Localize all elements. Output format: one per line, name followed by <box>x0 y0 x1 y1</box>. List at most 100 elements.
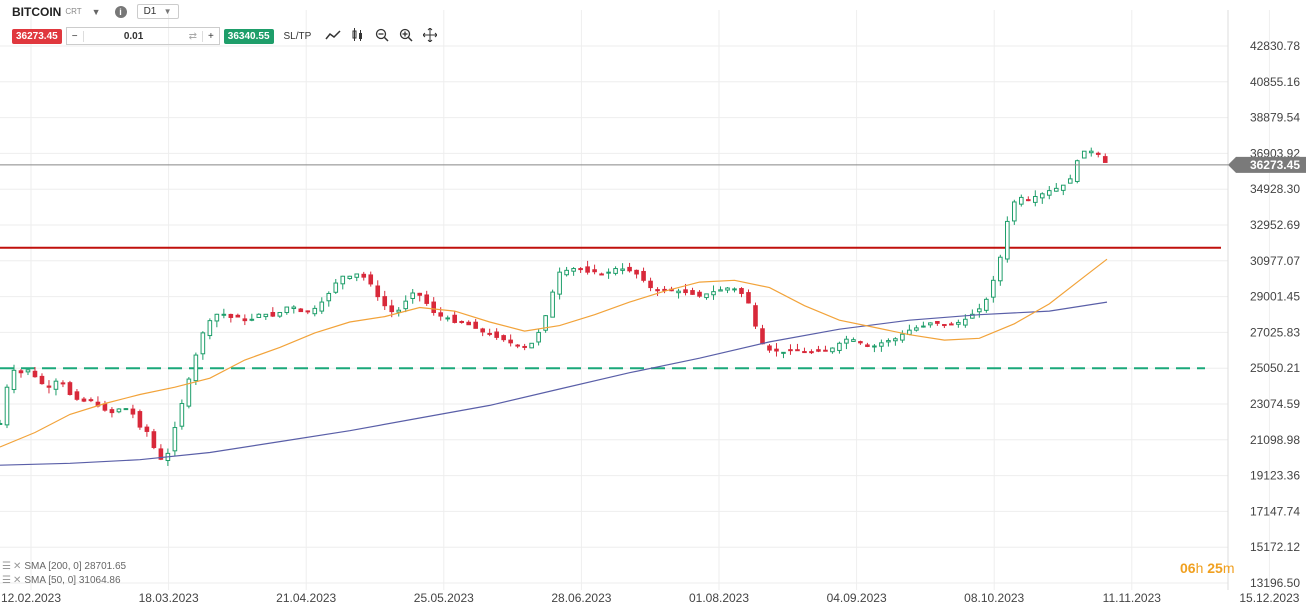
plus-icon[interactable]: + <box>201 30 219 42</box>
candle-down <box>816 349 821 352</box>
candle-down <box>235 314 241 318</box>
candle-up <box>179 403 185 427</box>
current-price-tag <box>1228 156 1306 173</box>
candle-up <box>333 282 339 293</box>
candles-icon[interactable] <box>351 27 365 45</box>
y-tick-label: 27025.83 <box>1250 325 1300 339</box>
candle-down <box>739 288 744 294</box>
candle-down <box>515 344 520 347</box>
candle-down <box>858 341 863 344</box>
symbol-bar: BITCOIN CRT ▼ i D1 ▼ <box>12 4 179 19</box>
candle-up <box>326 292 332 302</box>
minus-icon[interactable]: − <box>67 30 84 42</box>
candle-down <box>592 269 597 273</box>
candle-up <box>977 308 982 313</box>
indicator-legend-sma200[interactable]: ☰ ✕ SMA [200, 0] 28701.65 <box>2 561 126 572</box>
indicator-legend-sma50[interactable]: ☰ ✕ SMA [50, 0] 31064.86 <box>2 575 121 586</box>
candle-up <box>1019 196 1024 205</box>
candle-up <box>312 307 318 315</box>
candle-up <box>1005 220 1010 260</box>
candle-up <box>277 311 283 317</box>
candle-down <box>431 301 437 313</box>
candle-down <box>305 310 311 313</box>
zoom-in-icon[interactable] <box>399 28 413 45</box>
candle-down <box>599 273 604 276</box>
candle-down <box>494 331 499 338</box>
candle-up <box>984 298 989 311</box>
candle-up <box>1039 193 1045 199</box>
candle-down <box>942 324 947 327</box>
candle-down <box>767 345 772 351</box>
candle-up <box>732 288 737 291</box>
sma200-line <box>0 301 1108 466</box>
info-icon[interactable]: i <box>114 5 127 18</box>
candle-up <box>529 342 534 349</box>
sltp-button[interactable]: SL/TP <box>283 30 312 42</box>
candle-down <box>949 323 954 326</box>
candle-up <box>718 289 723 292</box>
candle-down <box>158 448 164 460</box>
candle-up <box>1081 150 1087 159</box>
candle-down <box>368 274 374 285</box>
candle-down <box>802 351 807 354</box>
move-icon[interactable] <box>422 26 439 45</box>
candle-down <box>480 328 485 333</box>
candle-up <box>536 331 541 343</box>
quantity-stepper[interactable]: − 0.01 ⇄ + <box>65 27 220 45</box>
buy-button[interactable]: 36340.55 <box>223 28 274 44</box>
y-tick-label: 40855.16 <box>1250 75 1300 89</box>
candle-down <box>438 312 444 317</box>
candle-up <box>893 338 898 342</box>
y-tick-label: 29001.45 <box>1250 290 1300 304</box>
candle-countdown: 06h 25m <box>1180 560 1235 576</box>
candle-up <box>319 301 325 312</box>
candle-up <box>1067 178 1073 184</box>
candle-up <box>921 325 926 328</box>
candle-down <box>144 426 150 432</box>
candle-up <box>1088 150 1094 154</box>
candle-up <box>200 332 206 355</box>
swap-icon[interactable]: ⇄ <box>188 30 197 42</box>
candle-down <box>753 305 758 327</box>
y-tick-label: 21098.98 <box>1250 433 1300 447</box>
sma50-line <box>0 258 1108 448</box>
candle-down <box>508 339 513 344</box>
y-tick-label: 15172.12 <box>1250 540 1300 554</box>
horizontal-levels[interactable] <box>0 246 1221 370</box>
candle-up <box>263 313 269 318</box>
candle-up <box>907 329 912 335</box>
candle-down <box>109 409 115 414</box>
candle-up <box>557 271 562 295</box>
zoom-out-icon[interactable] <box>375 28 389 45</box>
candle-up <box>1053 187 1059 192</box>
y-tick-label: 23074.59 <box>1250 397 1300 411</box>
candle-up <box>0 422 3 425</box>
sell-button[interactable]: 36273.45 <box>12 28 62 44</box>
y-tick-label: 34928.30 <box>1250 182 1300 196</box>
candle-up <box>396 309 402 313</box>
candle-down <box>382 296 388 307</box>
candle-up <box>991 279 996 298</box>
candle-down <box>746 292 751 304</box>
x-tick-label: 04.09.2023 <box>827 591 887 605</box>
quantity-input[interactable]: 0.01 <box>123 30 144 42</box>
candle-up <box>711 291 716 296</box>
close-icon[interactable]: ✕ <box>12 561 22 572</box>
candle-down <box>760 328 765 345</box>
candle-down <box>641 270 646 281</box>
candle-up <box>249 318 255 321</box>
symbol-name[interactable]: BITCOIN <box>12 4 62 19</box>
timeframe-select[interactable]: D1 ▼ <box>136 4 179 19</box>
symbol-chevron-down-icon[interactable]: ▼ <box>91 6 101 17</box>
candle-up <box>207 320 213 337</box>
candle-up <box>844 338 849 344</box>
candle-down <box>389 305 395 313</box>
candle-up <box>872 345 877 348</box>
y-tick-label: 38879.54 <box>1250 111 1300 125</box>
close-icon[interactable]: ✕ <box>12 575 22 586</box>
candle-down <box>788 349 793 352</box>
candle-up <box>347 275 353 280</box>
line-chart-icon[interactable] <box>325 29 341 44</box>
y-tick-label: 17147.74 <box>1250 504 1300 518</box>
